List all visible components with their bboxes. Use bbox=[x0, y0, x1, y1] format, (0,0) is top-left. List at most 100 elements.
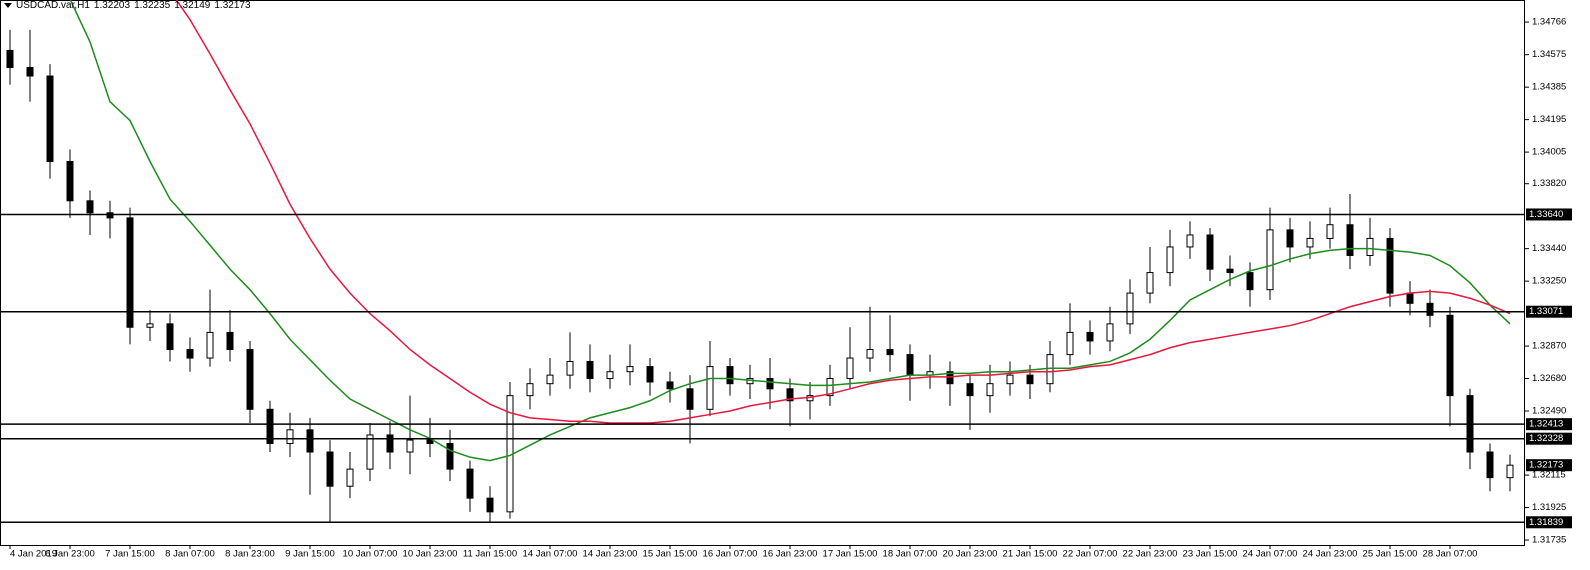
candle-body bbox=[766, 378, 774, 390]
level-box bbox=[1526, 516, 1572, 529]
candle-body bbox=[886, 348, 894, 356]
level-label: 1.31839 bbox=[1529, 517, 1563, 528]
candle-body bbox=[406, 439, 414, 453]
x-tick-label: 10 Jan 23:00 bbox=[403, 549, 458, 560]
y-tick-label: 1.33250 bbox=[1532, 276, 1566, 287]
x-tick-label: 14 Jan 23:00 bbox=[583, 549, 638, 560]
candle-body bbox=[1266, 229, 1274, 291]
level-label: 1.33071 bbox=[1529, 306, 1563, 317]
x-tick-label: 17 Jan 15:00 bbox=[823, 549, 878, 560]
candle-body bbox=[246, 348, 254, 410]
x-tick-label: 7 Jan 15:00 bbox=[105, 549, 155, 560]
plot-area bbox=[6, 0, 1514, 523]
header-low: 1.32149 bbox=[174, 0, 211, 11]
moving-average bbox=[69, 0, 1511, 462]
x-tick-label: 8 Jan 23:00 bbox=[225, 549, 275, 560]
candle-body bbox=[186, 348, 194, 359]
y-tick-label: 1.32870 bbox=[1532, 341, 1566, 352]
candle-body bbox=[1386, 237, 1394, 294]
candle-body bbox=[566, 360, 574, 376]
x-tick-label: 28 Jan 07:00 bbox=[1423, 549, 1478, 560]
candle-body bbox=[1306, 237, 1314, 248]
y-tick-label: 1.34005 bbox=[1532, 147, 1566, 158]
header-close: 1.32173 bbox=[214, 0, 251, 11]
candle-body bbox=[966, 383, 974, 397]
x-tick-label: 25 Jan 15:00 bbox=[1363, 549, 1418, 560]
candle-body bbox=[326, 451, 334, 487]
candle-body bbox=[846, 357, 854, 380]
current-price-box bbox=[1526, 459, 1572, 472]
level-label: 1.32413 bbox=[1529, 419, 1563, 430]
y-tick-label: 1.31735 bbox=[1532, 535, 1566, 546]
menu-triangle[interactable] bbox=[4, 3, 12, 8]
candle-body bbox=[726, 366, 734, 385]
candle-body bbox=[146, 323, 154, 328]
candle-body bbox=[46, 75, 54, 163]
candle-body bbox=[546, 374, 554, 385]
candle-body bbox=[1326, 224, 1334, 239]
symbol: USDCAD.var,H1 bbox=[16, 0, 90, 11]
x-tick-label: 22 Jan 07:00 bbox=[1063, 549, 1118, 560]
candle-body bbox=[1106, 323, 1114, 342]
candle-body bbox=[946, 371, 954, 385]
x-tick-label: 24 Jan 23:00 bbox=[1303, 549, 1358, 560]
chart-header: USDCAD.var,H1 1.32203 1.32235 1.32149 1.… bbox=[4, 0, 251, 11]
level-box bbox=[1526, 208, 1572, 221]
candle-body bbox=[266, 408, 274, 444]
level-box bbox=[1526, 418, 1572, 431]
candle-body bbox=[786, 388, 794, 402]
y-tick-label: 1.31925 bbox=[1532, 502, 1566, 513]
candle-body bbox=[1146, 272, 1154, 294]
candle-body bbox=[1426, 302, 1434, 316]
candle-body bbox=[1346, 224, 1354, 256]
candle-body bbox=[1206, 234, 1214, 270]
plot-frame bbox=[0, 0, 1525, 546]
candle-body bbox=[486, 497, 494, 513]
y-tick-label: 1.34385 bbox=[1532, 82, 1566, 93]
y-tick-label: 1.32680 bbox=[1532, 373, 1566, 384]
candle-body bbox=[706, 366, 714, 410]
candle-body bbox=[906, 354, 914, 376]
candle-body bbox=[646, 366, 654, 383]
candle-body bbox=[6, 49, 14, 69]
x-tick-label: 8 Jan 07:00 bbox=[165, 549, 215, 560]
candle-body bbox=[226, 331, 234, 350]
x-tick-label: 10 Jan 07:00 bbox=[343, 549, 398, 560]
candle-body bbox=[26, 67, 34, 77]
x-tick-label: 23 Jan 15:00 bbox=[1183, 549, 1238, 560]
x-tick-label: 4 Jan 2019 bbox=[10, 549, 57, 560]
candle-body bbox=[1486, 451, 1494, 479]
y-tick-label: 1.33820 bbox=[1532, 178, 1566, 189]
moving-average bbox=[175, 0, 1511, 424]
candle-body bbox=[586, 360, 594, 380]
candle-body bbox=[86, 200, 94, 214]
candle-body bbox=[1026, 374, 1034, 385]
candle-body bbox=[126, 217, 134, 328]
candle-body bbox=[366, 434, 374, 470]
candle-body bbox=[626, 366, 634, 373]
candle-body bbox=[106, 212, 114, 219]
candle-body bbox=[1186, 234, 1194, 248]
candle-body bbox=[446, 442, 454, 470]
x-tick-label: 22 Jan 23:00 bbox=[1123, 549, 1178, 560]
candle-body bbox=[1226, 268, 1234, 274]
candle-body bbox=[166, 323, 174, 350]
candle-body bbox=[286, 429, 294, 444]
y-tick-label: 1.34575 bbox=[1532, 49, 1566, 60]
candle-body bbox=[206, 331, 214, 359]
y-tick-label: 1.33440 bbox=[1532, 243, 1566, 254]
x-tick-label: 16 Jan 07:00 bbox=[703, 549, 758, 560]
header-high: 1.32235 bbox=[134, 0, 171, 11]
candle-body bbox=[306, 429, 314, 453]
x-tick-label: 14 Jan 07:00 bbox=[523, 549, 578, 560]
candle-body bbox=[1066, 331, 1074, 356]
candle-body bbox=[426, 439, 434, 444]
candle-body bbox=[1446, 314, 1454, 397]
header-open: 1.32203 bbox=[93, 0, 131, 11]
x-tick-label: 21 Jan 15:00 bbox=[1003, 549, 1058, 560]
candle-body bbox=[606, 371, 614, 380]
x-tick-label: 15 Jan 15:00 bbox=[643, 549, 698, 560]
candle-body bbox=[66, 161, 74, 202]
